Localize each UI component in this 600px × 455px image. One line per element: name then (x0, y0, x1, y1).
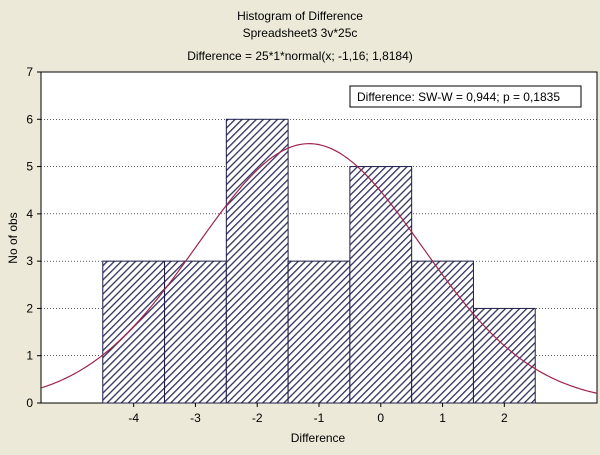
legend-text: Difference: SW-W = 0,944; p = 0,1835 (357, 90, 560, 104)
x-axis-label: Difference (291, 431, 346, 445)
y-tick-label: 2 (26, 301, 33, 315)
y-tick-label: 7 (26, 65, 33, 79)
histogram-bar (349, 166, 413, 404)
chart-title: Histogram of Difference (237, 9, 363, 23)
x-tick-label: 1 (439, 411, 446, 425)
legend-box: Difference: SW-W = 0,944; p = 0,1835 (349, 85, 582, 108)
histogram-bar (102, 260, 166, 404)
x-tick-label: -2 (252, 411, 263, 425)
y-tick-label: 3 (26, 254, 33, 268)
histogram-bar (472, 307, 536, 404)
x-tick-label: -4 (128, 411, 139, 425)
histogram-bars (102, 118, 536, 404)
y-axis: 0 1 2 3 4 5 6 7 (26, 65, 41, 410)
y-tick-label: 6 (26, 112, 33, 126)
y-tick-label: 0 (26, 396, 33, 410)
y-axis-label: No of obs (6, 212, 20, 263)
normal-curve-group (41, 143, 597, 394)
y-tick-label: 5 (26, 160, 33, 174)
x-tick-label: 0 (377, 411, 384, 425)
y-tick-label: 1 (26, 349, 33, 363)
histogram-bar (225, 118, 289, 404)
histogram-bar (164, 260, 227, 404)
x-tick-label: -3 (190, 411, 201, 425)
histogram-bar (411, 260, 474, 404)
normal-curve (41, 143, 597, 394)
histogram-bar (287, 260, 351, 404)
x-axis: -4 -3 -2 -1 0 1 2 (128, 403, 508, 425)
chart-subtitle: Spreadsheet3 3v*25c (243, 26, 358, 40)
chart-formula: Difference = 25*1*normal(x; -1,16; 1,818… (187, 49, 413, 63)
y-tick-label: 4 (26, 207, 33, 221)
x-tick-label: 2 (501, 411, 508, 425)
x-tick-label: -1 (314, 411, 325, 425)
